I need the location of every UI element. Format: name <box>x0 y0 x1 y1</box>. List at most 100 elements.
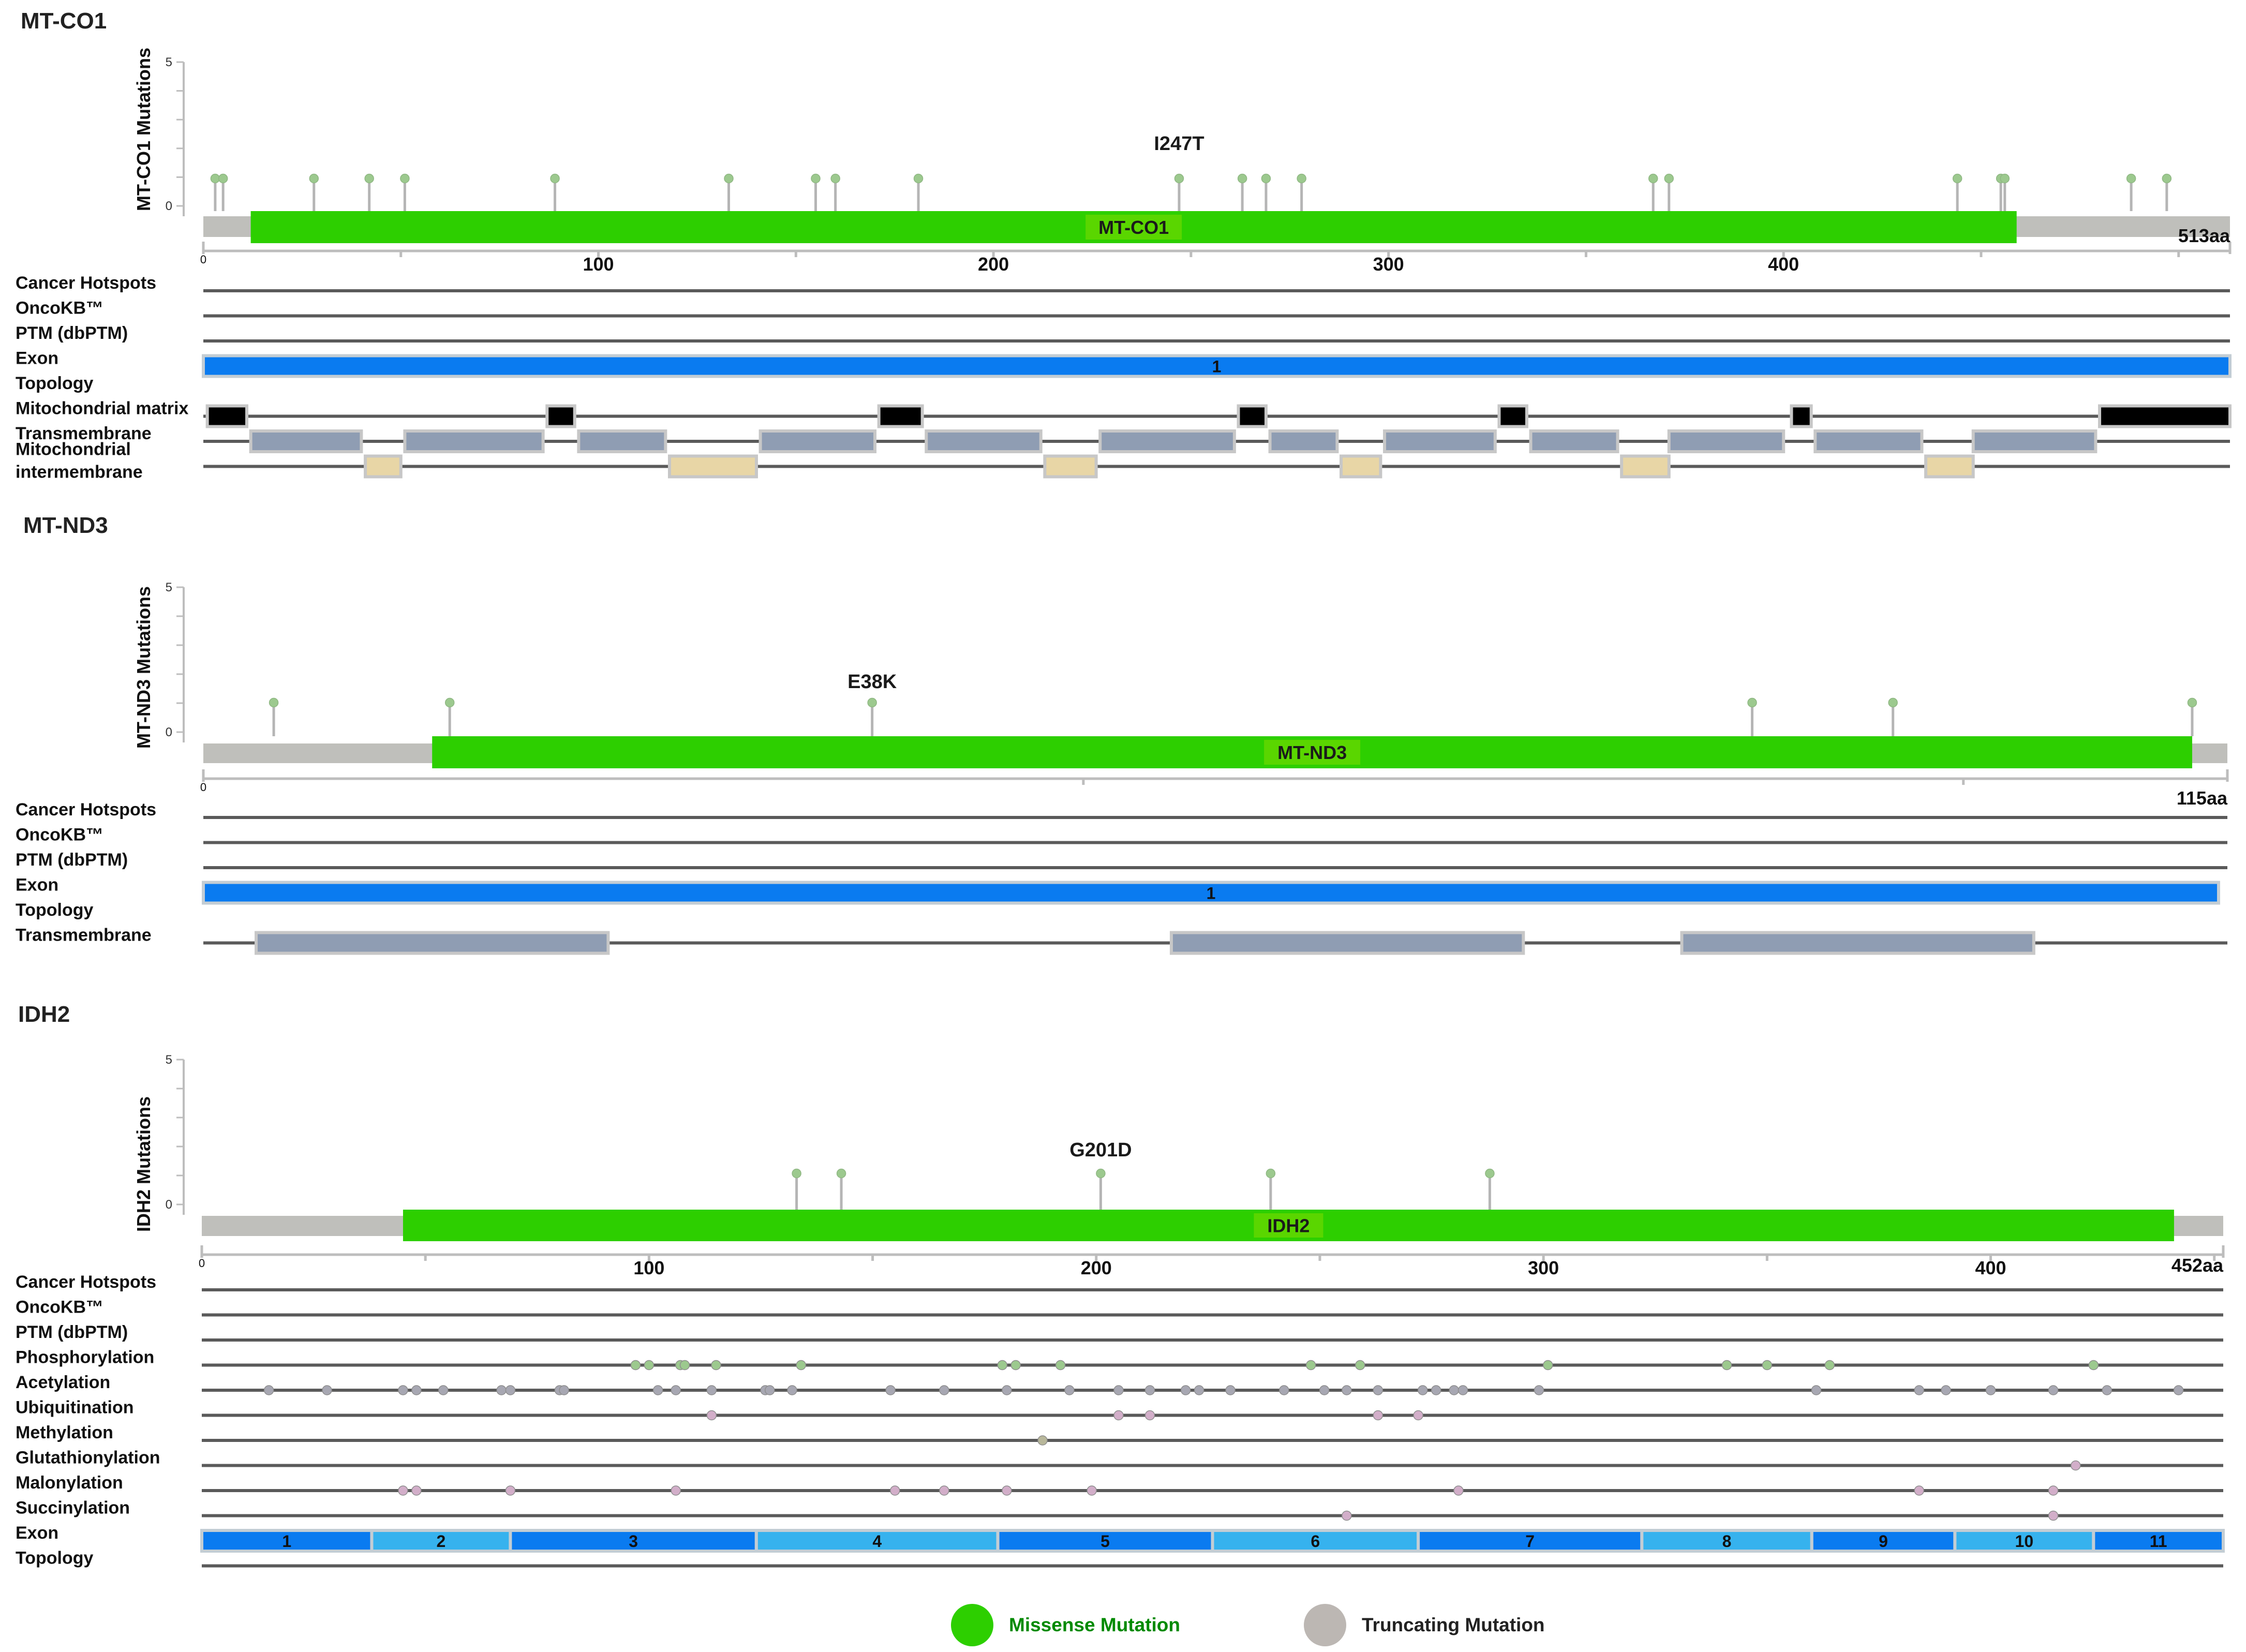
ptm-site <box>787 1385 797 1395</box>
lollipop-head <box>724 173 734 184</box>
ptm-site <box>1985 1385 1996 1395</box>
y-tick-label: 0 <box>166 199 172 213</box>
scale-tick-label: 0 <box>200 253 206 266</box>
ptm-site <box>559 1385 569 1395</box>
ptm-site <box>1279 1385 1289 1395</box>
exon-box <box>1640 1529 1813 1553</box>
ptm-site <box>1534 1385 1544 1395</box>
ptm-site <box>1914 1485 1924 1496</box>
track-label: Ubiquitination <box>16 1398 134 1418</box>
lollipop-head <box>364 173 374 184</box>
lollipop-head <box>830 173 840 184</box>
topology-segment <box>1790 404 1813 428</box>
topology-segment <box>249 429 363 453</box>
track-topology: Topology <box>16 900 94 920</box>
exon-box <box>996 1529 1214 1553</box>
ptm-site <box>1355 1360 1365 1371</box>
ptm-site <box>263 1385 274 1395</box>
ptm-site <box>1762 1360 1773 1371</box>
exon-box <box>202 354 2232 378</box>
ptm-site <box>1002 1385 1012 1395</box>
track-label: Succinylation <box>16 1498 130 1518</box>
ptm-site <box>2102 1385 2113 1395</box>
track-ptm-dbptm: PTM (dbPTM) <box>16 850 2227 870</box>
track-ptm-dbptm: PTM (dbPTM) <box>16 1322 2223 1342</box>
topology-segment <box>1620 454 1671 479</box>
exon-box <box>1810 1529 1957 1553</box>
ptm-site <box>885 1385 896 1395</box>
ptm-site <box>505 1485 516 1496</box>
exon-label: 6 <box>1311 1532 1320 1551</box>
ptm-site <box>652 1385 663 1395</box>
ptm-site <box>398 1485 408 1496</box>
ptm-site <box>1941 1385 1951 1395</box>
topology-segment <box>1529 429 1619 453</box>
lollipop-head <box>913 173 924 184</box>
ptm-site <box>2048 1510 2059 1521</box>
ptm-site <box>997 1360 1007 1371</box>
legend-truncating-label: Truncating Mutation <box>1362 1614 1545 1635</box>
track-label: PTM (dbPTM) <box>16 1322 128 1342</box>
exon-label: 4 <box>872 1532 882 1551</box>
lollipop-head <box>1261 173 1271 184</box>
track-label: Transmembrane <box>16 926 152 945</box>
y-tick-label: 5 <box>166 55 172 69</box>
domain-label-box <box>1085 215 1182 240</box>
ptm-site <box>1824 1360 1835 1371</box>
topology-segment <box>1098 429 1236 453</box>
y-tick-label: 0 <box>166 725 172 739</box>
track-label: Cancer Hotspots <box>16 1272 156 1292</box>
exon-box <box>202 881 2220 905</box>
lollipop-head <box>2187 697 2197 708</box>
ptm-site <box>939 1485 949 1496</box>
track-label: Transmembrane <box>16 424 152 443</box>
y-tick-label: 5 <box>166 1053 172 1067</box>
track-oncokb: OncoKB™ <box>16 1298 2223 1317</box>
ptm-site <box>1037 1435 1048 1446</box>
ptm-site <box>1319 1385 1330 1395</box>
exon-label: 8 <box>1722 1532 1732 1551</box>
ptm-site <box>1113 1385 1124 1395</box>
lollipop-head <box>269 697 279 708</box>
exon-label: 5 <box>1100 1532 1110 1551</box>
track-label: OncoKB™ <box>16 1298 103 1317</box>
ptm-site <box>2048 1485 2059 1496</box>
topology-segment <box>255 931 610 955</box>
topology-segment <box>545 404 576 428</box>
ptm-site <box>1449 1385 1460 1395</box>
ptm-site <box>2048 1385 2059 1395</box>
lollipop-head <box>444 697 455 708</box>
track-exon: Exon 1 2 3 4 5 6 7 8 9 10 11 <box>16 1523 2225 1553</box>
topology-segment <box>1383 429 1497 453</box>
topology-segment <box>364 454 403 479</box>
topology-segment <box>1971 429 2098 453</box>
topology-segment <box>403 429 545 453</box>
ptm-site <box>1144 1385 1155 1395</box>
panel-title: MT-ND3 <box>23 513 108 538</box>
track-transmembrane: Transmembrane <box>16 424 2230 453</box>
lollipop-head <box>550 173 560 184</box>
ptm-site <box>505 1385 516 1395</box>
ptm-site <box>1010 1360 1021 1371</box>
ptm-site <box>398 1385 408 1395</box>
ptm-site <box>322 1385 332 1395</box>
lollipop-head <box>1266 1168 1276 1179</box>
ptm-site <box>796 1360 807 1371</box>
protein-length-label: 115aa <box>2177 787 2228 809</box>
scale-tick-label: 0 <box>200 781 206 794</box>
scale-tick-label: 400 <box>1768 254 1799 275</box>
lollipop-head <box>836 1168 846 1179</box>
track-mitochondrial-intermembrane: Mitochondrial intermembrane <box>16 440 2230 482</box>
lollipop-head <box>1664 173 1674 184</box>
ptm-site <box>1457 1385 1468 1395</box>
ptm-site <box>411 1385 422 1395</box>
lollipop-head <box>2000 173 2010 184</box>
track-succinylation: Succinylation <box>16 1498 2223 1521</box>
ptm-site <box>1064 1385 1075 1395</box>
track-cancer-hotspots: Cancer Hotspots <box>16 800 2227 820</box>
track-glutathionylation: Glutathionylation <box>16 1448 2223 1471</box>
topology-segment <box>925 429 1043 453</box>
legend-missense: Missense Mutation <box>951 1604 1180 1646</box>
track-label: Phosphorylation <box>16 1348 154 1367</box>
ptm-site <box>2088 1360 2099 1371</box>
